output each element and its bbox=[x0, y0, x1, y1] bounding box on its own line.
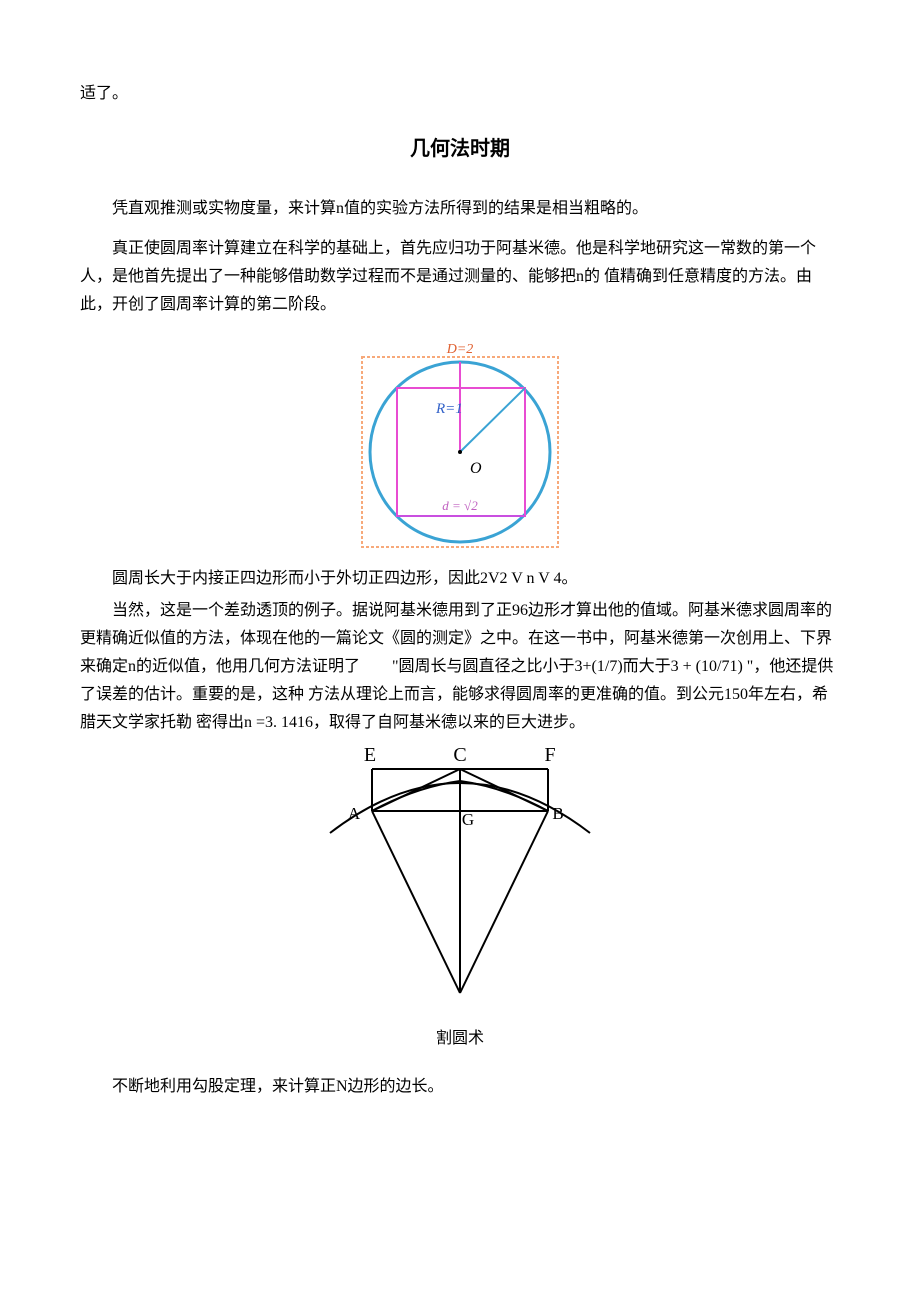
figure-arc-triangle: E C F A G B bbox=[80, 741, 840, 1001]
section-title: 几何法时期 bbox=[80, 132, 840, 167]
paragraph-3: 圆周长大于内接正四边形而小于外切正四边形，因此2V2 V n V 4。 bbox=[80, 565, 840, 593]
figure-circle-squares: D=2 R=1 Od = √2 bbox=[80, 339, 840, 549]
svg-text:E: E bbox=[364, 744, 376, 766]
paragraph-4: 当然，这是一个差劲透顶的例子。据说阿基米德用到了正96边形才算出他的值域。阿基米… bbox=[80, 597, 840, 737]
arc-triangle-diagram: E C F A G B bbox=[310, 741, 610, 1001]
circle-square-diagram: D=2 R=1 Od = √2 bbox=[358, 339, 562, 549]
svg-text:F: F bbox=[544, 744, 555, 766]
svg-text:R=1: R=1 bbox=[435, 401, 463, 417]
paragraph-5: 不断地利用勾股定理，来计算正N边形的边长。 bbox=[80, 1073, 840, 1101]
svg-text:O: O bbox=[470, 460, 482, 477]
svg-text:A: A bbox=[348, 804, 361, 823]
svg-text:C: C bbox=[453, 744, 466, 766]
svg-text:G: G bbox=[462, 810, 474, 829]
continuation-text: 适了。 bbox=[80, 80, 840, 108]
svg-text:B: B bbox=[552, 804, 563, 823]
figure-caption: 割圆术 bbox=[80, 1025, 840, 1053]
paragraph-2: 真正使圆周率计算建立在科学的基础上，首先应归功于阿基米德。他是科学地研究这一常数… bbox=[80, 235, 840, 319]
paragraph-1: 凭直观推测或实物度量，来计算n值的实验方法所得到的结果是相当粗略的。 bbox=[80, 195, 840, 223]
svg-text:D=2: D=2 bbox=[446, 342, 474, 357]
svg-text:d = √2: d = √2 bbox=[442, 498, 478, 513]
